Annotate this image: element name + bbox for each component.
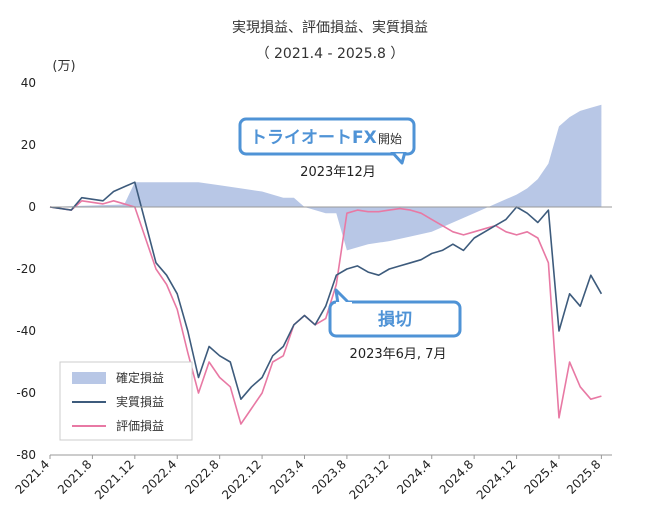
- x-tick-label: 2022.4: [140, 457, 180, 497]
- y-tick-label: -20: [16, 262, 36, 276]
- callout-start: トライオートFX 開始 2023年12月: [238, 117, 416, 180]
- callout-start-date: 2023年12月: [300, 165, 376, 180]
- x-tick-label: 2022.8: [182, 457, 222, 497]
- y-tick-label: 0: [28, 200, 36, 214]
- legend: 確定損益 実質損益 評価損益: [59, 361, 193, 441]
- x-tick-label: 2025.4: [522, 457, 562, 497]
- x-tick-label: 2021.12: [92, 457, 137, 502]
- legend-label-area: 確定損益: [116, 370, 164, 385]
- chart-subtitle: （ 2021.4 - 2025.8 ）: [256, 46, 405, 62]
- y-tick-label: -60: [16, 386, 36, 400]
- callout-stoploss: 損切 2023年6月, 7月: [328, 288, 462, 362]
- x-tick-label: 2021.4: [13, 457, 53, 497]
- series-line-eval: [49, 200, 602, 425]
- x-tick-label: 2022.12: [219, 457, 264, 502]
- y-tick-label: -40: [16, 324, 36, 338]
- callout-start-label: トライオートFX: [250, 128, 377, 148]
- callout-stoploss-date: 2023年6月, 7月: [350, 347, 447, 362]
- x-tick-label: 2024.8: [437, 457, 477, 497]
- legend-swatch-area: [72, 372, 106, 384]
- x-tick-label: 2024.12: [474, 457, 519, 502]
- lines-layer: [49, 181, 603, 425]
- legend-label-eval: 評価損益: [116, 418, 164, 433]
- series-line-real: [49, 181, 603, 401]
- x-tick-label: 2021.8: [55, 457, 95, 497]
- y-tick-label: -80: [16, 448, 36, 462]
- x-tick-label: 2023.4: [267, 457, 307, 497]
- callout-start-suffix: 開始: [378, 132, 402, 146]
- series-area-confirmed: [50, 104, 602, 251]
- y-tick-label: 20: [21, 138, 36, 152]
- area-layer: [50, 104, 602, 251]
- x-tick-label: 2023.12: [346, 457, 391, 502]
- y-unit-label: (万): [52, 59, 75, 74]
- x-tick-label: 2023.8: [309, 457, 349, 497]
- y-tick-label: 40: [21, 76, 36, 90]
- callout-stoploss-label: 損切: [378, 309, 412, 330]
- x-tick-label: 2024.4: [394, 457, 434, 497]
- chart-title: 実現損益、評価損益、実質損益: [232, 20, 428, 36]
- x-tick-label: 2025.8: [564, 457, 604, 497]
- legend-label-real: 実質損益: [116, 394, 164, 409]
